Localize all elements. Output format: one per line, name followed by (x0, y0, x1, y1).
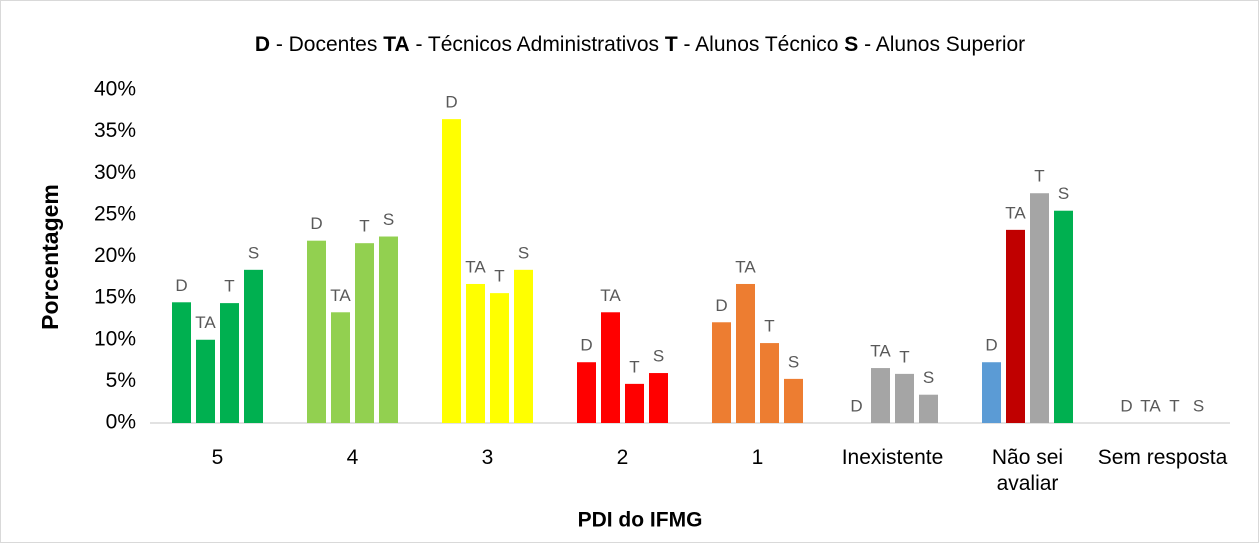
data-label: D (310, 214, 322, 233)
bar (784, 378, 803, 423)
title-part: - Docentes (270, 33, 383, 56)
x-axis-label: PDI do IFMG (578, 509, 703, 532)
data-label: T (764, 317, 774, 336)
data-label: D (175, 276, 187, 295)
x-tick-label: Não sei avaliar (991, 446, 1064, 495)
x-tick-label: Sem resposta (1097, 446, 1228, 469)
data-label: TA (870, 342, 891, 361)
bar (466, 283, 485, 423)
data-label: TA (465, 257, 486, 276)
data-label: TA (195, 313, 216, 332)
data-label: TA (1005, 203, 1026, 222)
bar (355, 243, 374, 423)
bar (172, 302, 191, 423)
title-part: T (665, 33, 678, 56)
y-tick-label: 5% (106, 369, 136, 392)
data-label: D (715, 296, 727, 315)
bar (895, 373, 914, 423)
data-label: D (1120, 396, 1132, 415)
bar (1030, 193, 1049, 423)
title-part: - Alunos Superior (858, 33, 1025, 56)
data-label: D (445, 93, 457, 112)
bar (1054, 210, 1073, 423)
x-tick-label: 4 (346, 446, 359, 469)
bar (760, 343, 779, 423)
data-label: TA (1140, 396, 1161, 415)
data-label: S (518, 243, 529, 262)
data-label: S (788, 352, 799, 371)
bar (514, 269, 533, 423)
bar (736, 283, 755, 423)
chart-title: D - Docentes TA - Técnicos Administrativ… (255, 33, 1025, 56)
data-label: T (899, 347, 909, 366)
bar (490, 293, 509, 423)
bar (244, 269, 263, 423)
bar (871, 368, 890, 423)
data-label: T (359, 217, 369, 236)
y-tick-label: 15% (94, 286, 136, 309)
bar (196, 339, 215, 423)
data-label: S (248, 243, 259, 262)
title-part: D (255, 33, 270, 56)
title-part: - Técnicos Administrativos (410, 33, 665, 56)
y-tick-label: 0% (106, 411, 136, 434)
data-label: T (1034, 167, 1044, 186)
y-tick-label: 40% (94, 78, 136, 101)
bar (331, 312, 350, 423)
x-tick-label: 5 (211, 446, 224, 469)
y-tick-label: 25% (94, 202, 136, 225)
bar (577, 362, 596, 423)
data-label: T (224, 277, 234, 296)
data-label: S (923, 368, 934, 387)
data-label: S (1193, 396, 1204, 415)
data-label: TA (600, 286, 621, 305)
title-part: TA (383, 33, 409, 56)
data-label: D (580, 336, 592, 355)
bar (220, 303, 239, 423)
data-label: D (850, 396, 862, 415)
y-tick-label: 35% (94, 119, 136, 142)
bar (307, 240, 326, 423)
data-label: TA (735, 257, 756, 276)
data-label: T (1169, 396, 1179, 415)
bar (601, 312, 620, 423)
bar (712, 322, 731, 423)
data-label: T (629, 357, 639, 376)
bar (625, 383, 644, 423)
x-tick-label: 1 (751, 446, 764, 469)
x-tick-label: 3 (481, 446, 494, 469)
bar (982, 362, 1001, 423)
bar (1006, 229, 1025, 423)
y-tick-label: 10% (94, 327, 136, 350)
y-axis-label: Porcentagem (37, 184, 63, 330)
y-tick-label: 30% (94, 161, 136, 184)
data-label: D (985, 336, 997, 355)
bar (649, 373, 668, 423)
bar (919, 394, 938, 423)
data-label: S (653, 347, 664, 366)
data-label: T (494, 267, 504, 286)
data-label: S (1058, 184, 1069, 203)
data-label: S (383, 210, 394, 229)
bar (442, 119, 461, 423)
y-tick-label: 20% (94, 244, 136, 267)
x-tick-label: Inexistente (841, 446, 944, 469)
x-tick-label: 2 (616, 446, 629, 469)
title-part: S (844, 33, 858, 56)
data-label: TA (330, 286, 351, 305)
title-part: - Alunos Técnico (678, 33, 845, 56)
bar (379, 236, 398, 423)
